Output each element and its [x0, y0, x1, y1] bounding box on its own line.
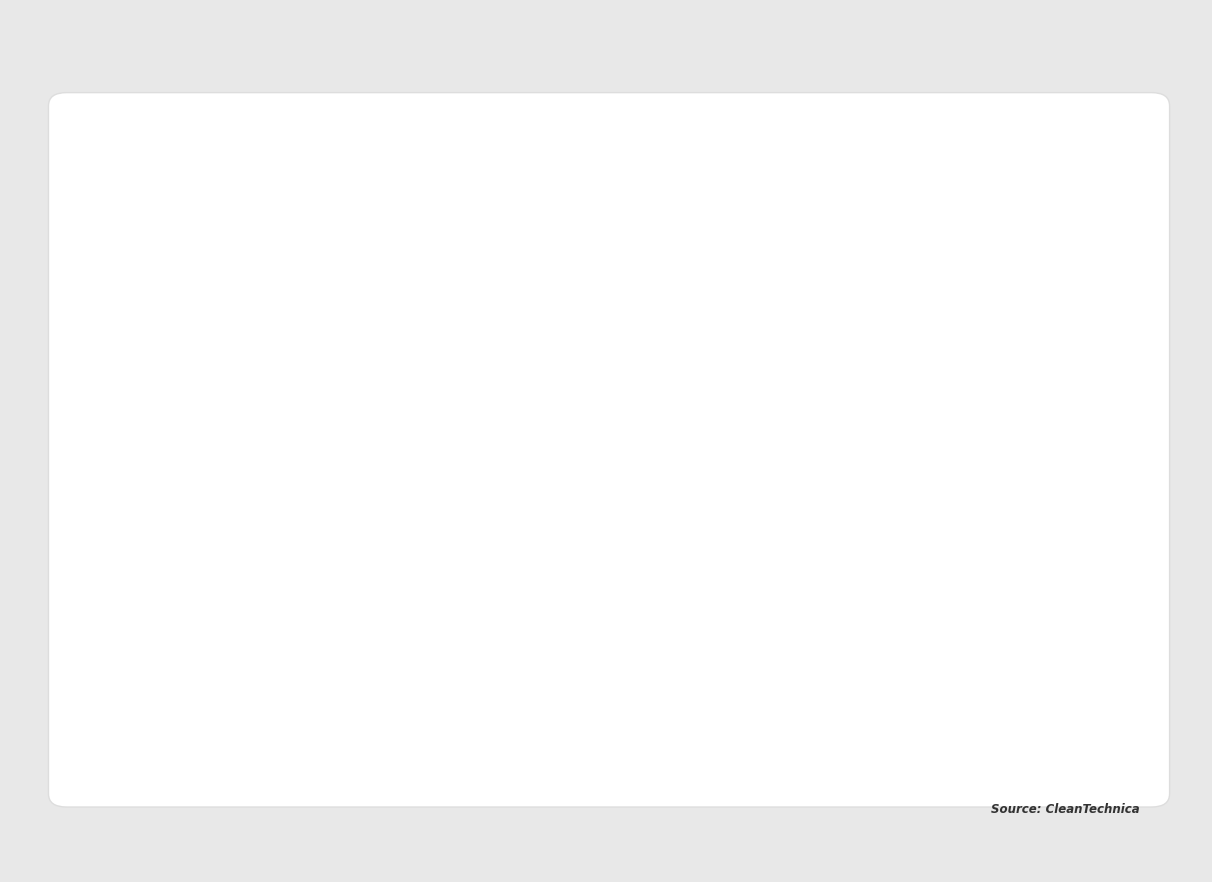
Bar: [200, 407, 322, 431]
Bar: [200, 648, 275, 673]
Bar: [200, 552, 290, 576]
Text: Leading EV Manufacturers: Leading EV Manufacturers: [310, 471, 762, 499]
Bar: [200, 262, 787, 286]
Text: Singapore’s: Singapore’s: [95, 471, 310, 499]
Bar: [200, 310, 628, 334]
Bar: [200, 359, 435, 383]
Bar: [200, 455, 318, 480]
Text: , January – May 2023: , January – May 2023: [762, 471, 1117, 499]
Bar: [200, 697, 270, 721]
Bar: [200, 165, 916, 190]
Bar: [200, 601, 290, 624]
Bar: [200, 213, 869, 238]
Bar: [200, 504, 305, 527]
Text: Source: CleanTechnica: Source: CleanTechnica: [990, 803, 1139, 816]
